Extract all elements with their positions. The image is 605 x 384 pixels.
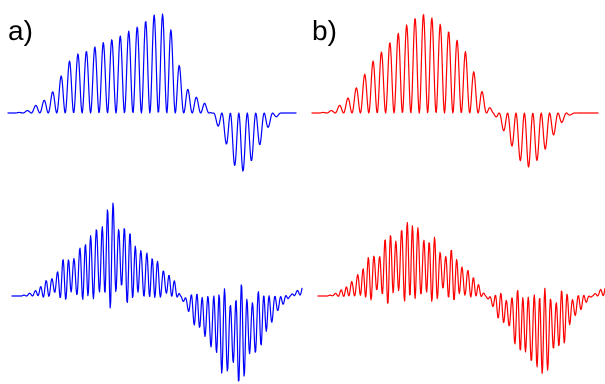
panel-label-a: a) [8,15,33,46]
panel-label-b: b) [312,15,337,46]
trace-a-top [7,13,297,172]
trace-b-bottom [317,222,605,374]
trace-a-bottom [11,202,303,382]
trace-b-top [311,13,599,168]
traces-group [7,13,605,382]
